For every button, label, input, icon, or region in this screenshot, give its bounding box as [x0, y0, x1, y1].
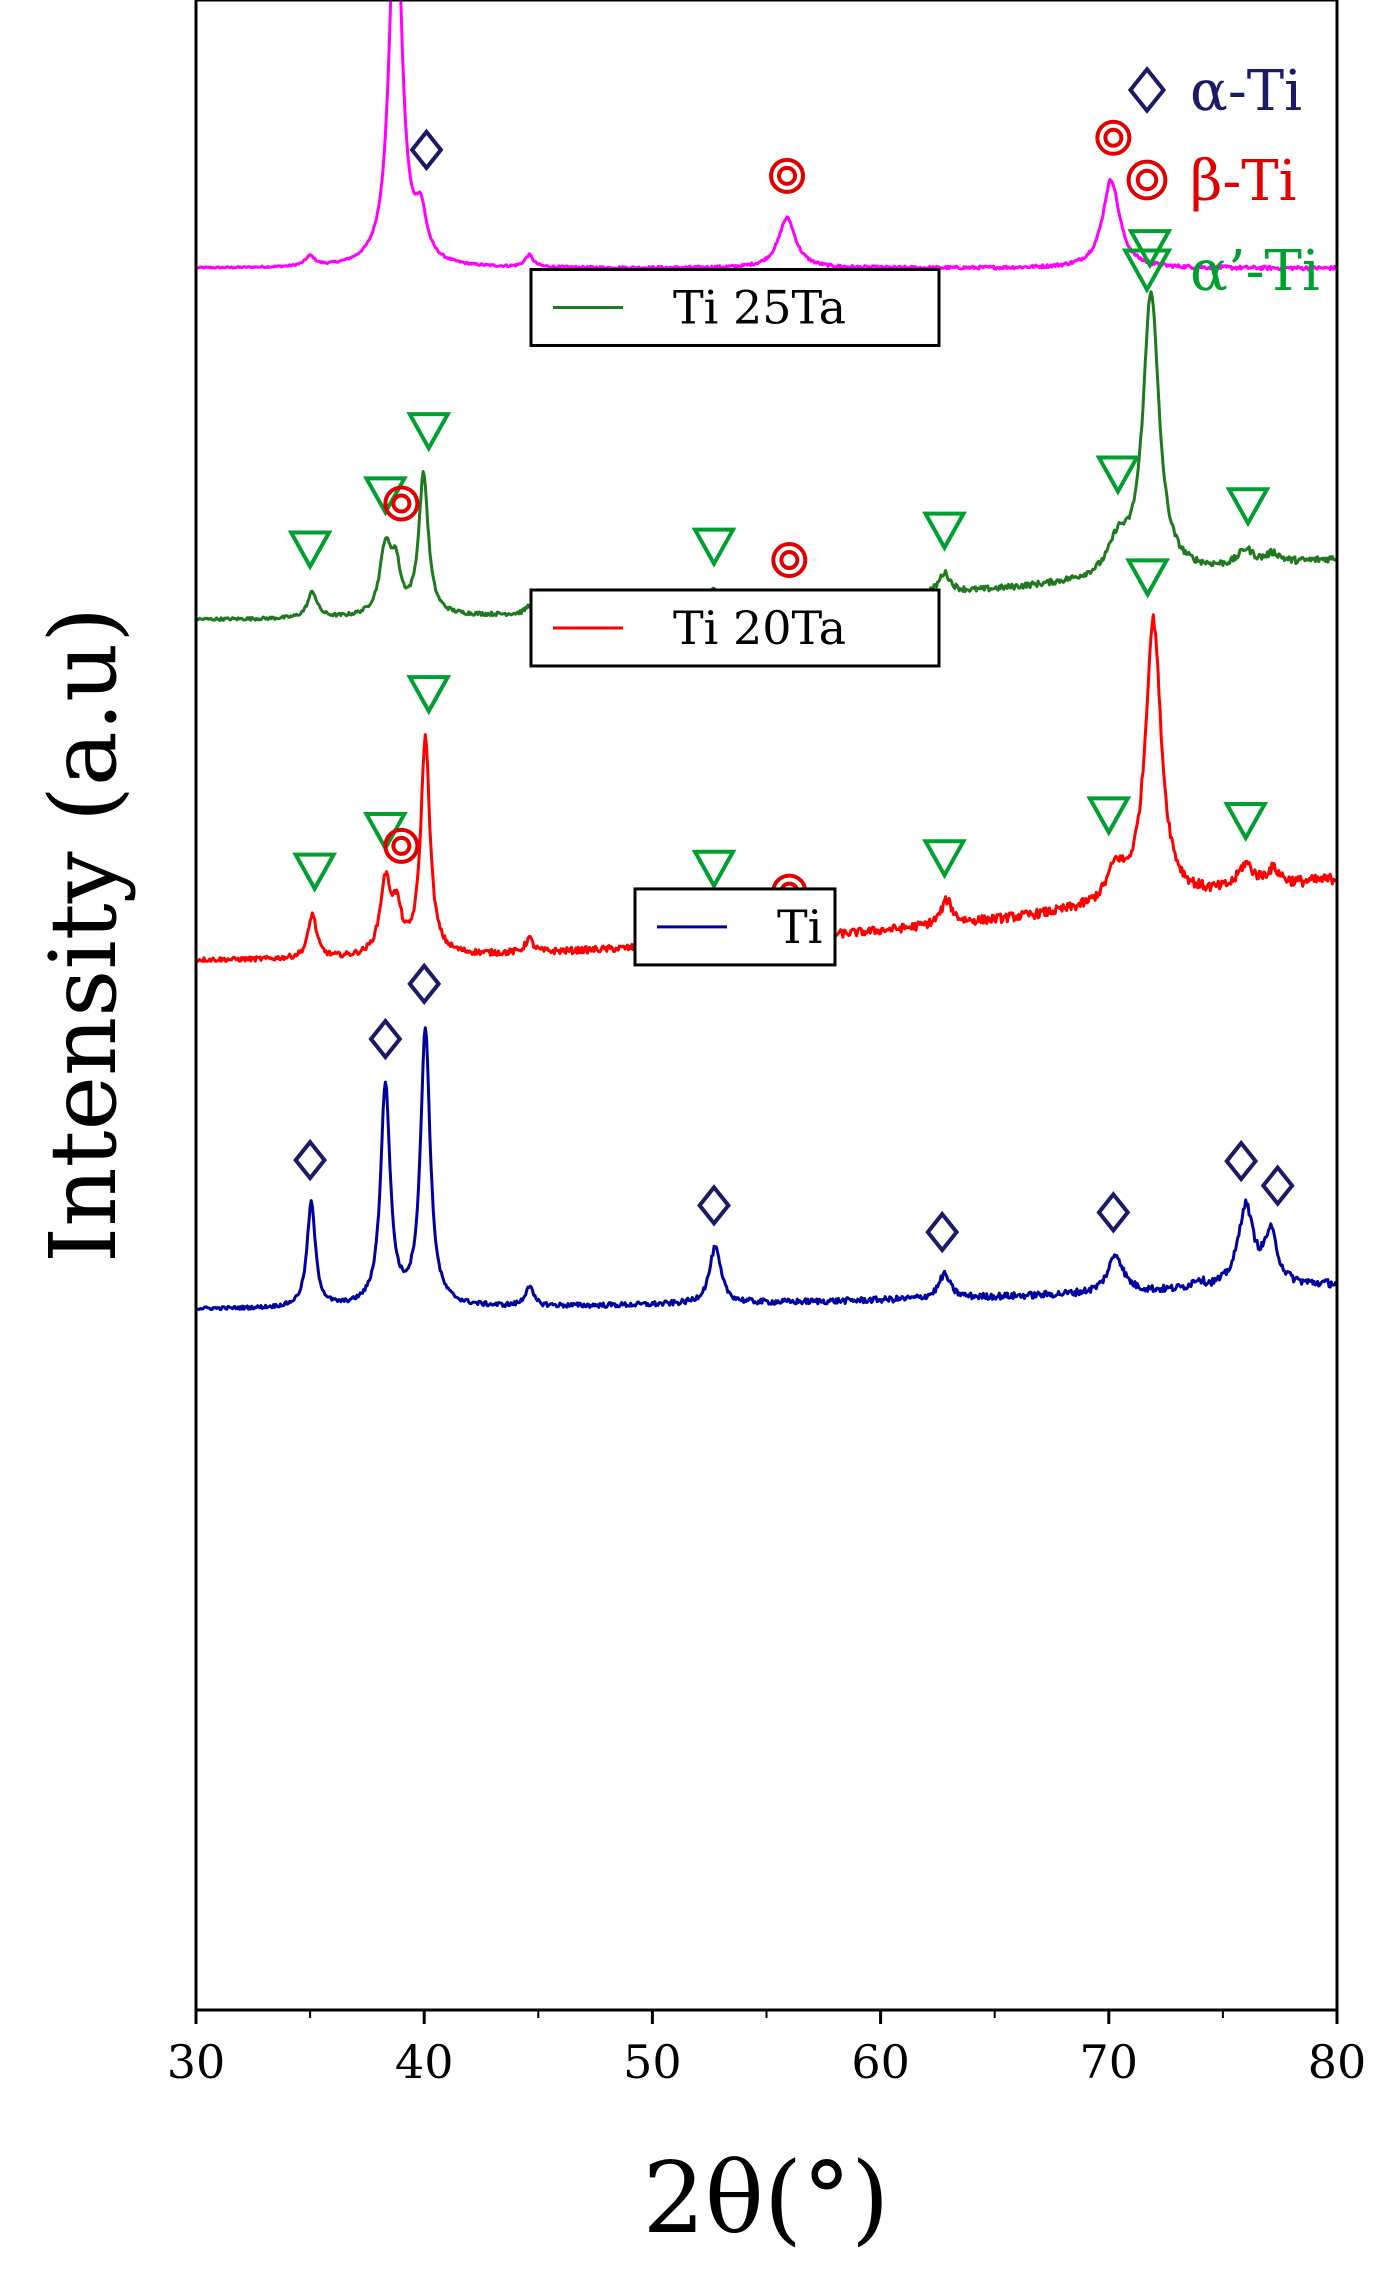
diamond-marker: [1224, 1139, 1259, 1183]
down-triangle-marker: [362, 476, 408, 517]
x-axis-ticks: 30 40 50 60 70 80: [167, 2010, 1367, 2089]
legend-label: Ti 25Ta: [673, 280, 846, 334]
down-triangle-marker: [1125, 558, 1171, 599]
down-triangle-marker: [1225, 487, 1271, 528]
down-triangle-marker: [1095, 455, 1141, 496]
phase-legend-label: α-Ti: [1190, 59, 1302, 124]
down-triangle-marker: [406, 675, 452, 716]
phase-legend: α-Ti β-Ti α’-Ti: [1121, 59, 1320, 304]
x-tick-label: 30: [167, 2035, 226, 2089]
x-tick-label: 70: [1080, 2035, 1139, 2089]
down-triangle-marker: [287, 530, 333, 571]
down-triangle-marker: [922, 839, 967, 880]
down-triangle-marker: [1223, 801, 1269, 843]
double-circle-marker: [769, 157, 806, 194]
double-circle-marker-inner: [779, 550, 800, 571]
double-circle-marker-inner: [1135, 168, 1159, 192]
y-axis-title: Intensity (a.u): [30, 607, 137, 1263]
phase-legend-label: β-Ti: [1190, 149, 1297, 214]
diamond-marker: [925, 1210, 960, 1254]
down-triangle-marker: [292, 852, 338, 893]
double-circle-marker: [383, 827, 420, 864]
down-triangle-marker: [406, 412, 452, 453]
double-circle-marker-inner: [1103, 127, 1124, 148]
diamond-marker: [368, 1017, 403, 1061]
double-circle-marker-inner: [391, 493, 412, 514]
double-circle-marker: [1126, 159, 1168, 201]
double-circle-marker-inner: [777, 165, 798, 186]
down-triangle-marker: [691, 527, 737, 568]
down-triangle-marker: [1086, 796, 1132, 837]
x-tick-label: 60: [851, 2035, 910, 2089]
diamond-marker: [1260, 1164, 1295, 1207]
double-circle-marker: [383, 485, 420, 522]
diamond-marker: [407, 962, 442, 1006]
x-tick-label: 50: [623, 2035, 682, 2089]
down-triangle-marker: [922, 511, 967, 552]
x-axis-title: 2θ(°): [643, 2142, 890, 2256]
series-line: [196, 1026, 1338, 1312]
double-circle-marker-inner: [391, 835, 412, 856]
diamond-marker: [409, 128, 444, 172]
down-triangle-marker: [691, 849, 737, 890]
x-tick-label: 40: [395, 2035, 454, 2089]
legend-label: Ti: [777, 900, 822, 954]
down-triangle-marker: [1127, 229, 1173, 270]
x-tick-label: 80: [1308, 2035, 1367, 2089]
diamond-marker: [697, 1184, 731, 1227]
double-circle-marker: [771, 542, 808, 579]
diamond-marker: [1127, 66, 1167, 114]
double-circle-marker: [1095, 119, 1132, 156]
diamond-marker: [293, 1138, 328, 1182]
phase-legend-label: α’-Ti: [1190, 239, 1320, 304]
down-triangle-marker: [1121, 248, 1173, 294]
diamond-marker: [1096, 1191, 1131, 1234]
phase-markers: [287, 119, 1295, 1254]
legend-label: Ti 20Ta: [673, 601, 846, 655]
